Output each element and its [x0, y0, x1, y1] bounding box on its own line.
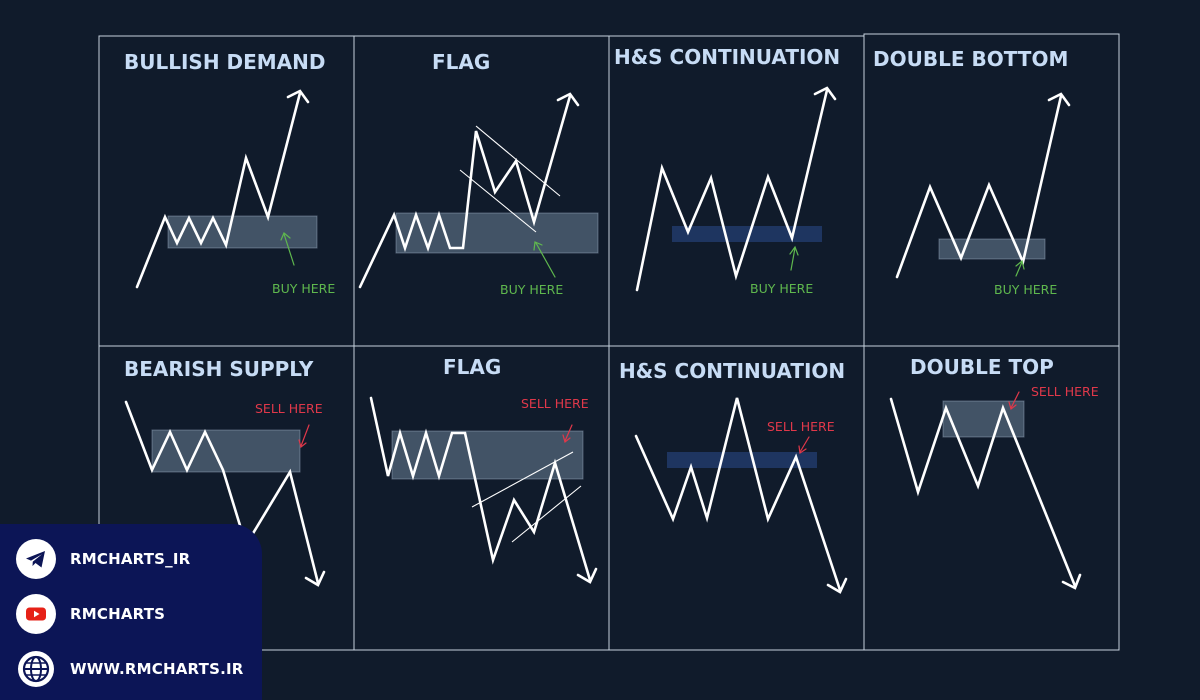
- neckline-zone: [672, 226, 822, 242]
- arrow-down-icon: [1061, 573, 1082, 590]
- social-item-website[interactable]: WWW.RMCHARTS.IR: [16, 649, 244, 689]
- social-text: RMCHARTS: [70, 605, 166, 623]
- supply-zone: [151, 429, 301, 473]
- price-path: [124, 400, 320, 585]
- social-item-youtube[interactable]: RMCHARTS: [16, 594, 165, 634]
- social-links-panel: RMCHARTS_IR RMCHARTS WWW.RMCHARTS.IR: [0, 524, 262, 700]
- panel-frame: [608, 345, 865, 651]
- entry-label: SELL HERE: [1031, 384, 1099, 399]
- pointer-arrow-icon: [1008, 391, 1020, 411]
- pointer-arrow-icon: [789, 245, 799, 271]
- panel-hs-continuation-bear: H&S CONTINUATION SELL HERE: [608, 345, 865, 651]
- panel-title: BEARISH SUPPLY: [124, 357, 314, 381]
- pointer-arrow-icon: [280, 232, 295, 266]
- price-path: [895, 94, 1063, 279]
- panel-title: FLAG: [432, 50, 490, 74]
- panel-frame: [608, 35, 865, 347]
- arrow-up-icon: [813, 86, 837, 101]
- panel-hs-continuation-bull: H&S CONTINUATION BUY HERE: [608, 35, 865, 347]
- globe-icon: [16, 649, 56, 689]
- panel-double-bottom: DOUBLE BOTTOM BUY HERE: [863, 33, 1120, 347]
- neckline-zone: [667, 452, 817, 468]
- entry-label: SELL HERE: [521, 396, 589, 411]
- arrow-up-icon: [286, 89, 310, 104]
- entry-label: BUY HERE: [500, 282, 563, 297]
- price-path: [369, 396, 592, 582]
- pointer-arrow-icon: [798, 436, 810, 455]
- entry-label: SELL HERE: [255, 401, 323, 416]
- entry-label: BUY HERE: [272, 281, 335, 296]
- price-path: [135, 91, 302, 289]
- panel-double-top: DOUBLE TOP SELL HERE: [863, 345, 1120, 651]
- entry-label: BUY HERE: [750, 281, 813, 296]
- price-path: [635, 88, 829, 292]
- price-path: [358, 94, 572, 289]
- entry-label: BUY HERE: [994, 282, 1057, 297]
- panel-title: FLAG: [443, 355, 501, 379]
- flag-trendline: [475, 125, 561, 197]
- arrow-down-icon: [576, 567, 598, 584]
- demand-zone: [167, 215, 318, 249]
- panel-bullish-demand: BULLISH DEMAND BUY HERE: [98, 35, 355, 347]
- panel-frame: [98, 35, 355, 347]
- pointer-arrow-icon: [533, 241, 556, 278]
- pointer-arrow-icon: [562, 424, 573, 444]
- entry-label: SELL HERE: [767, 419, 835, 434]
- panel-bearish-supply: BEARISH SUPPLY SELL HERE: [98, 345, 355, 651]
- social-text: WWW.RMCHARTS.IR: [70, 660, 244, 678]
- panel-title: DOUBLE BOTTOM: [873, 47, 1068, 71]
- flag-trendline: [471, 451, 574, 508]
- arrow-up-icon: [556, 92, 580, 107]
- price-path: [634, 397, 842, 592]
- pointer-arrow-icon: [1015, 259, 1025, 277]
- panel-bull-flag: FLAG BUY HERE: [353, 35, 610, 347]
- panel-title: H&S CONTINUATION: [614, 45, 840, 69]
- panel-frame: [353, 35, 610, 347]
- social-item-telegram[interactable]: RMCHARTS_IR: [16, 539, 190, 579]
- arrow-up-icon: [1047, 92, 1071, 107]
- panel-title: DOUBLE TOP: [910, 355, 1054, 379]
- arrow-down-icon: [826, 577, 848, 594]
- flag-trendline: [511, 485, 582, 543]
- price-path: [889, 397, 1077, 588]
- panel-frame: [863, 345, 1120, 651]
- pointer-arrow-icon: [298, 424, 310, 449]
- panel-title: BULLISH DEMAND: [124, 50, 326, 74]
- panel-title: H&S CONTINUATION: [619, 359, 845, 383]
- panel-bear-flag: FLAG SELL HERE: [353, 345, 610, 651]
- arrow-down-icon: [304, 570, 326, 587]
- telegram-icon: [16, 539, 56, 579]
- social-text: RMCHARTS_IR: [70, 550, 191, 568]
- flag-trendline: [459, 169, 537, 233]
- panel-frame: [353, 345, 610, 651]
- youtube-icon: [16, 594, 56, 634]
